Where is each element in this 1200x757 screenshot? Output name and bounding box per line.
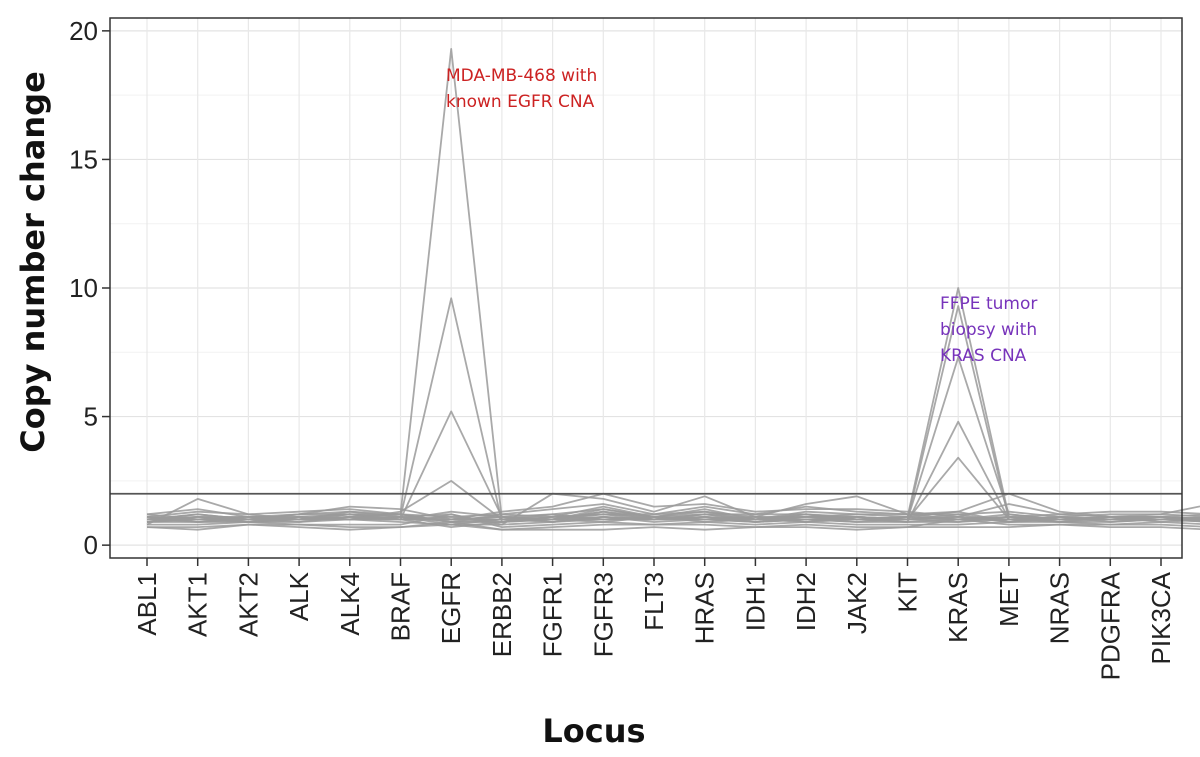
egfr-annotation-line-1: MDA-MB-468 with bbox=[446, 66, 597, 86]
kras-annotation-line-3: KRAS CNA bbox=[940, 346, 1027, 366]
x-tick-label: PIK3CA bbox=[1146, 571, 1176, 664]
x-tick-label: NRAS bbox=[1045, 572, 1075, 644]
kras-annotation: FFPE tumor biopsy with KRAS CNA bbox=[940, 294, 1043, 366]
y-tick-label: 15 bbox=[69, 144, 98, 174]
major-gridlines bbox=[110, 18, 1182, 558]
series-line bbox=[146, 523, 1200, 531]
x-tick-label: HRAS bbox=[690, 572, 720, 644]
x-tick-label: KIT bbox=[893, 572, 923, 613]
series-line bbox=[146, 503, 1200, 523]
series-line bbox=[147, 518, 1200, 531]
x-tick-label: IDH2 bbox=[791, 572, 821, 631]
kras-annotation-line-1: FFPE tumor bbox=[940, 294, 1037, 314]
x-tick-label: FLT3 bbox=[639, 572, 669, 631]
y-axis-ticks: 0 5 10 15 20 bbox=[69, 16, 110, 560]
egfr-annotation: MDA-MB-468 with known EGFR CNA bbox=[446, 66, 603, 112]
kras-annotation-line-2: biopsy with bbox=[940, 320, 1037, 340]
y-tick-label: 20 bbox=[69, 16, 98, 46]
x-tick-label: AKT2 bbox=[233, 572, 263, 637]
x-tick-label: RET bbox=[1197, 572, 1200, 624]
series-line bbox=[146, 505, 1200, 521]
x-tick-label: JAK2 bbox=[842, 572, 872, 634]
series-line bbox=[147, 513, 1200, 528]
x-tick-label: ALK4 bbox=[335, 572, 365, 636]
y-tick-label: 5 bbox=[84, 402, 98, 432]
x-tick-label: AKT1 bbox=[183, 572, 213, 637]
y-tick-label: 10 bbox=[69, 273, 98, 303]
x-tick-label: IDH1 bbox=[740, 572, 770, 631]
x-tick-label: ERBB2 bbox=[487, 572, 517, 657]
x-axis-title: Locus bbox=[542, 712, 645, 750]
series-line bbox=[146, 510, 1200, 528]
y-axis-title: Copy number change bbox=[14, 71, 52, 453]
series-lines bbox=[146, 48, 1200, 531]
x-tick-label: ABL1 bbox=[132, 572, 162, 636]
series-line bbox=[146, 508, 1200, 526]
egfr-annotation-line-2: known EGFR CNA bbox=[446, 92, 595, 112]
y-tick-label: 0 bbox=[84, 530, 98, 560]
x-tick-label: EGFR bbox=[436, 572, 466, 644]
x-axis-ticks: ABL1 AKT1 AKT2 ALK ALK4 BRAF EGFR ERBB2 FGFR1 FGF… bbox=[132, 558, 1200, 680]
x-tick-label: KRAS bbox=[943, 572, 973, 643]
x-tick-label: BRAF bbox=[386, 572, 416, 641]
x-tick-label: FGFR3 bbox=[588, 572, 618, 657]
x-tick-label: MET bbox=[994, 572, 1024, 627]
minor-gridlines bbox=[110, 94, 1182, 482]
x-tick-label: FGFR1 bbox=[538, 572, 568, 657]
x-tick-label: PDGFRA bbox=[1095, 571, 1125, 680]
x-tick-label: ALK bbox=[284, 571, 314, 621]
